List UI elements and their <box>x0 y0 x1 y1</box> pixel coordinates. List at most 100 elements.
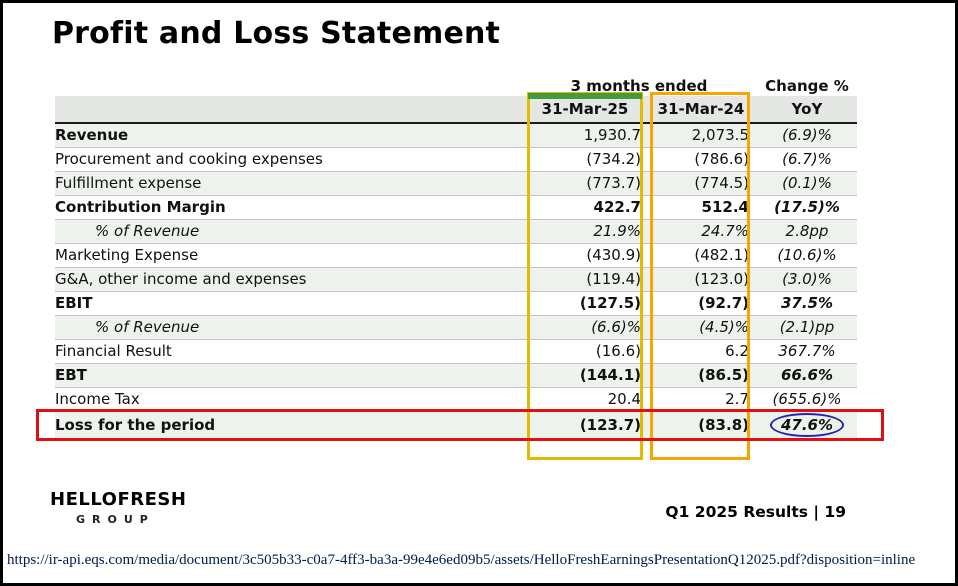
spacer-cell <box>641 411 653 439</box>
empty-cell <box>55 76 529 96</box>
table-row: Procurement and cooking expenses (734.2) (… <box>55 147 857 171</box>
cell-yoy: (655.6)% <box>757 387 857 411</box>
cell-yoy: 47.6% <box>757 411 857 439</box>
spacer-cell <box>641 339 653 363</box>
row-label: Fulfillment expense <box>55 171 529 195</box>
cell-yoy: (2.1)pp <box>757 315 857 339</box>
spacer-cell <box>749 363 757 387</box>
spacer-cell <box>749 123 757 147</box>
hellofresh-logo: HELLOFRESH GROUP <box>50 489 186 526</box>
cell-31-mar-24: (482.1) <box>694 246 749 264</box>
spacer-cell <box>641 243 653 267</box>
cell-31-mar-25: 21.9% <box>529 219 641 243</box>
spacer-cell <box>749 291 757 315</box>
cell-yoy: (3.0)% <box>757 267 857 291</box>
spacer-cell <box>641 171 653 195</box>
cell-31-mar-25: (773.7) <box>529 171 641 195</box>
cell-31-mar-25: (123.7) <box>529 411 641 439</box>
cell-31-mar-24: 2.7 <box>725 390 749 408</box>
spacer-cell <box>749 267 757 291</box>
pl-table: 3 months ended Change % 31-Mar-25 31-Mar… <box>55 76 857 440</box>
row-label: Income Tax <box>55 390 140 408</box>
table-row: Contribution Margin 422.7 512.4 (17.5)% <box>55 195 857 219</box>
cell-31-mar-25: (144.1) <box>529 363 641 387</box>
table-row: Income Tax 20.4 2.7 (655.6)% <box>55 387 857 411</box>
row-label: Loss for the period <box>55 411 529 439</box>
row-label: % of Revenue <box>55 315 529 339</box>
spacer-cell <box>641 219 653 243</box>
table-row: Fulfillment expense (773.7) (774.5) (0.1)% <box>55 171 857 195</box>
cell-31-mar-25: 422.7 <box>593 198 641 216</box>
yoy-value: (6.7)% <box>782 150 832 168</box>
yoy-value: (3.0)% <box>782 270 832 288</box>
cell-31-mar-24: 512.4 <box>701 198 749 216</box>
spacer-cell <box>749 315 757 339</box>
table-row: EBT (144.1) (86.5) 66.6% <box>55 363 857 387</box>
cell-yoy: 367.7% <box>757 339 857 363</box>
yoy-value: (17.5)% <box>774 198 840 216</box>
table-row: Financial Result (16.6) 6.2 367.7% <box>55 339 857 363</box>
cell-yoy: (6.9)% <box>757 123 857 147</box>
spacer-cell <box>749 195 757 219</box>
cell-yoy: (6.7)% <box>757 147 857 171</box>
row-label: Marketing Expense <box>55 246 199 264</box>
table-row: Marketing Expense (430.9) (482.1) (10.6)% <box>55 243 857 267</box>
yoy-value: 367.7% <box>778 342 836 360</box>
cell-yoy: (0.1)% <box>757 171 857 195</box>
group-header-change-pct: Change % <box>765 77 849 95</box>
table-row: % of Revenue 21.9% 24.7% 2.8pp <box>55 219 857 243</box>
yoy-value: (2.1)pp <box>779 318 835 336</box>
spacer-cell <box>641 315 653 339</box>
column-header-yoy: YoY <box>757 96 857 123</box>
cell-yoy: 37.5% <box>757 291 857 315</box>
spacer-cell <box>641 363 653 387</box>
empty-cell <box>749 76 757 96</box>
row-label: Contribution Margin <box>55 198 226 216</box>
cell-31-mar-24: 2,073.5 <box>653 123 749 147</box>
cell-31-mar-24: (774.5) <box>653 171 749 195</box>
spacer-cell <box>641 291 653 315</box>
cell-31-mar-24: (123.0) <box>653 267 749 291</box>
cell-31-mar-25: 1,930.7 <box>529 123 641 147</box>
spacer-cell <box>749 387 757 411</box>
group-header-3-months-ended: 3 months ended <box>570 77 708 95</box>
row-label: Financial Result <box>55 342 172 360</box>
page-title: Profit and Loss Statement <box>52 16 501 51</box>
yoy-value: 66.6% <box>780 366 834 384</box>
empty-cell <box>749 96 757 123</box>
spacer-cell <box>641 147 653 171</box>
cell-31-mar-25: (430.9) <box>586 246 641 264</box>
cell-31-mar-24: (83.8) <box>653 411 749 439</box>
column-header-31-mar-25: 31-Mar-25 <box>529 96 641 123</box>
spacer-cell <box>749 219 757 243</box>
cell-31-mar-25: (119.4) <box>529 267 641 291</box>
source-url: https://ir-api.eqs.com/media/document/3c… <box>7 552 916 568</box>
empty-cell <box>55 96 529 123</box>
spacer-cell <box>749 171 757 195</box>
spacer-cell <box>641 387 653 411</box>
cell-yoy: 2.8pp <box>757 219 857 243</box>
row-label: EBIT <box>55 294 93 312</box>
cell-31-mar-25: (6.6)% <box>529 315 641 339</box>
spacer-cell <box>641 267 653 291</box>
yoy-value: 37.5% <box>780 294 834 312</box>
column-header-row: 31-Mar-25 31-Mar-24 YoY <box>55 96 857 123</box>
yoy-value-circled: 47.6% <box>769 413 845 437</box>
spacer-cell <box>749 243 757 267</box>
table-row: Revenue 1,930.7 2,073.5 (6.9)% <box>55 123 857 147</box>
cell-31-mar-24: (92.7) <box>698 294 749 312</box>
row-label: Revenue <box>55 123 529 147</box>
cell-yoy: (17.5)% <box>757 195 857 219</box>
table-row: % of Revenue (6.6)% (4.5)% (2.1)pp <box>55 315 857 339</box>
table-row: Loss for the period (123.7) (83.8) 47.6% <box>55 411 857 439</box>
row-label: G&A, other income and expenses <box>55 267 529 291</box>
cell-31-mar-24: (86.5) <box>653 363 749 387</box>
spacer-cell <box>641 195 653 219</box>
spacer-cell <box>749 147 757 171</box>
row-label: EBT <box>55 363 529 387</box>
logo-wordmark: HELLOFRESH <box>50 489 187 510</box>
spacer-cell <box>641 123 653 147</box>
green-underline-bar <box>528 93 642 99</box>
logo-group-text: GROUP <box>76 513 155 526</box>
spacer-cell <box>749 411 757 439</box>
